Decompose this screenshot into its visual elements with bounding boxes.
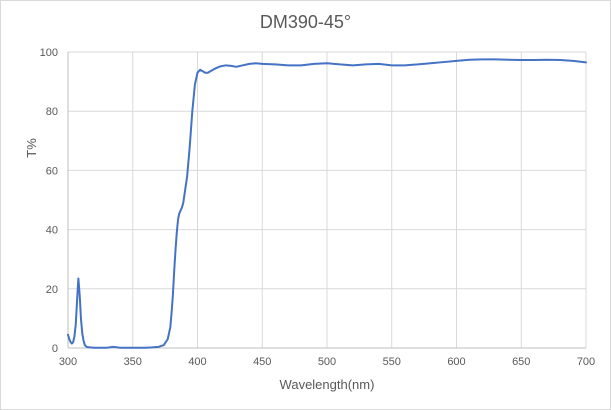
y-tick-label: 100 — [40, 47, 58, 59]
x-tick-label: 350 — [124, 356, 142, 368]
x-tick-label: 400 — [188, 356, 206, 368]
y-tick-label: 80 — [46, 106, 58, 118]
chart-title: DM390-45° — [259, 12, 352, 32]
x-axis-label: Wavelength(nm) — [279, 377, 375, 392]
y-tick-label: 20 — [46, 284, 58, 296]
x-tick-label: 600 — [447, 356, 465, 368]
x-tick-label: 550 — [383, 356, 401, 368]
x-tick-label: 500 — [318, 356, 336, 368]
x-tick-label: 650 — [512, 356, 530, 368]
y-tick-label: 40 — [46, 225, 58, 237]
y-tick-label: 60 — [46, 165, 58, 177]
x-tick-label: 700 — [577, 356, 595, 368]
series-line — [67, 58, 587, 349]
y-tick-label: 0 — [52, 343, 58, 355]
x-tick-label: 300 — [59, 356, 77, 368]
x-tick-label: 450 — [253, 356, 271, 368]
